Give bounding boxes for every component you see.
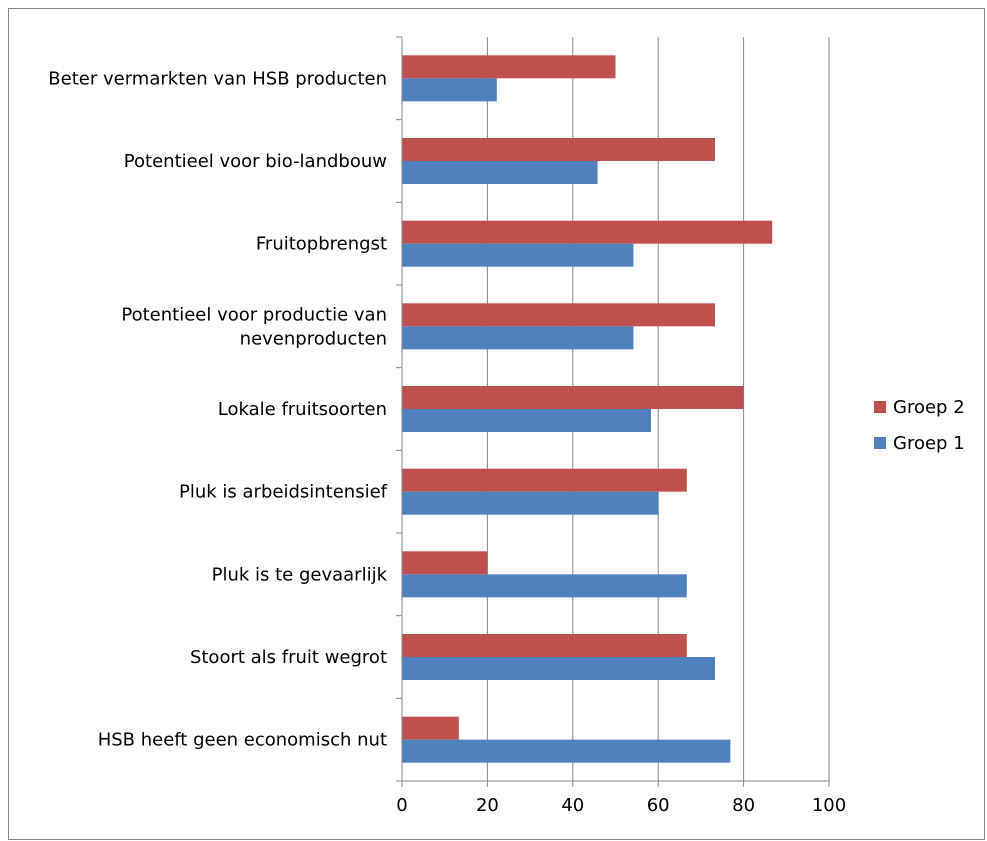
bar-groep-1-4	[402, 409, 651, 432]
x-tick-label-40: 40	[561, 795, 584, 816]
category-label-6: Pluk is te gevaarlijk	[212, 564, 388, 585]
x-tick-label-20: 20	[476, 795, 499, 816]
category-label-3-line-0: Potentieel voor productie van	[121, 304, 387, 325]
bar-chart: Beter vermarkten van HSB producten Potent…	[48, 36, 965, 816]
category-labels: Beter vermarkten van HSB producten Potent…	[48, 68, 387, 750]
bar-groep-2-8	[402, 716, 459, 740]
category-label-7: Stoort als fruit wegrot	[190, 647, 387, 668]
bar-groep-1-8	[402, 739, 731, 763]
axes	[396, 36, 830, 787]
bar-groep-2-1	[402, 138, 715, 161]
legend-label-groep-2: Groep 2	[893, 397, 965, 418]
bar-groep-2-2	[402, 220, 773, 244]
bar-groep-2-3	[402, 303, 715, 327]
category-label-5: Pluk is arbeidsintensief	[179, 482, 388, 503]
bar-groep-2-7	[402, 634, 687, 657]
bar-groep-2-0	[402, 55, 616, 79]
category-label-4: Lokale fruitsoorten	[218, 399, 387, 420]
category-label-2: Fruitopbrengst	[256, 234, 387, 255]
legend-label-groep-1: Groep 1	[893, 433, 965, 454]
bar-groep-1-1	[402, 161, 598, 184]
bar-groep-1-0	[402, 78, 497, 102]
legend-swatch-groep-1	[874, 437, 886, 449]
legend-swatch-groep-2	[874, 401, 886, 413]
x-tick-label-0: 0	[396, 795, 407, 816]
bars	[402, 55, 773, 763]
x-tick-label-80: 80	[732, 795, 755, 816]
category-label-3-line-1: nevenproducten	[240, 328, 387, 349]
chart-frame: Beter vermarkten van HSB producten Potent…	[8, 8, 985, 840]
x-tick-label-100: 100	[812, 795, 846, 816]
legend: Groep 2 Groep 1	[874, 397, 965, 454]
bar-groep-2-4	[402, 386, 744, 409]
bar-groep-1-2	[402, 243, 634, 267]
bar-groep-1-6	[402, 574, 687, 598]
x-tick-labels: 0 20 40 60 80 100	[396, 795, 846, 816]
category-label-0: Beter vermarkten van HSB producten	[48, 68, 387, 89]
bar-groep-1-3	[402, 326, 634, 350]
category-label-8: HSB heeft geen economisch nut	[98, 730, 387, 751]
bar-groep-1-5	[402, 491, 659, 515]
bar-groep-2-6	[402, 551, 488, 575]
category-label-1: Potentieel voor bio-landbouw	[124, 151, 387, 172]
bar-groep-2-5	[402, 468, 687, 492]
x-tick-label-60: 60	[647, 795, 670, 816]
bar-groep-1-7	[402, 657, 715, 680]
